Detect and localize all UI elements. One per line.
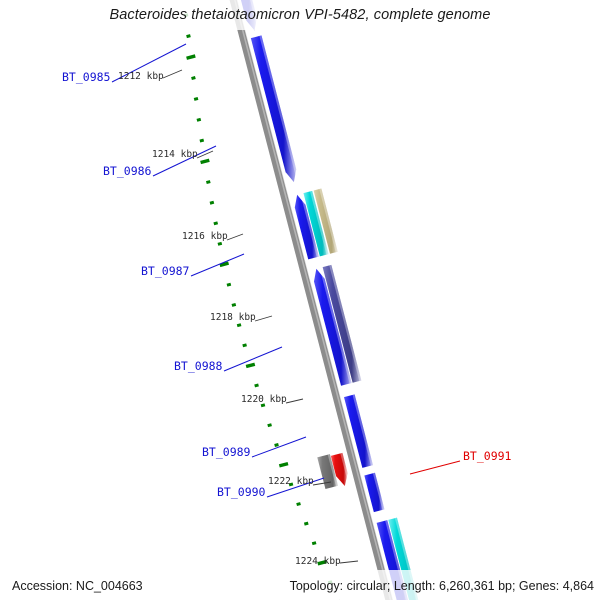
page-title: Bacteroides thetaiotaomicron VPI-5482, c… — [109, 7, 491, 23]
accession-text: Accession: NC_004663 — [12, 579, 143, 593]
gene-feature[interactable] — [364, 472, 385, 513]
gene-feature-bevel — [329, 264, 362, 382]
ruler-tick — [245, 362, 256, 369]
ruler-tick — [193, 96, 199, 101]
ruler-tick — [236, 323, 242, 328]
ruler-position-label: 1212 kbp — [118, 71, 164, 82]
gene-label-bt_0986[interactable]: BT_0986 — [103, 164, 152, 178]
ruler-position-label: 1216 kbp — [182, 231, 228, 242]
genome-summary-text: Topology: circular; Length: 6,260,361 bp… — [289, 579, 594, 593]
ruler-tick — [213, 221, 219, 226]
gene-feature-bevel — [300, 193, 319, 258]
ruler-tick — [260, 403, 266, 408]
gene-feature-bevel — [310, 190, 329, 255]
gene-feature[interactable] — [313, 188, 338, 254]
ruler-position-label: 1224 kbp — [295, 556, 341, 567]
ruler-tick — [278, 461, 289, 468]
ruler-tick — [274, 443, 279, 447]
gene-label-leader — [251, 436, 307, 458]
gene-feature[interactable] — [343, 394, 374, 468]
ruler-label-leader — [196, 150, 214, 159]
gene-feature-bevel — [327, 454, 339, 487]
gene-feature[interactable] — [303, 190, 329, 257]
ruler-label-leader — [339, 560, 359, 564]
gene-label-leader — [152, 145, 217, 177]
ruler-tick — [317, 559, 327, 566]
ruler-position-label: 1218 kbp — [210, 312, 256, 323]
label-leader-lines — [111, 43, 461, 564]
ruler-tick — [311, 541, 317, 546]
ruler-tick — [296, 502, 301, 506]
title-bar: Bacteroides thetaiotaomicron VPI-5482, c… — [0, 0, 600, 30]
ruler-tick — [199, 138, 205, 143]
gene-feature[interactable] — [330, 452, 348, 486]
gene-label-leader — [266, 477, 325, 498]
ruler-tick — [191, 76, 196, 80]
ruler-tick — [200, 158, 210, 165]
gene-label-bt_0990[interactable]: BT_0990 — [217, 485, 266, 499]
ruler-tick — [186, 54, 196, 60]
ruler-tick — [186, 34, 191, 39]
status-bar: Accession: NC_004663 Topology: circular;… — [0, 570, 600, 600]
ruler-tick — [267, 423, 272, 428]
gene-label-bt_0987[interactable]: BT_0987 — [141, 264, 190, 278]
gene-feature-bevel — [372, 472, 385, 510]
gene-feature-bevel — [259, 35, 300, 182]
ruler-label-leader — [226, 233, 244, 241]
ruler-position-label: 1214 kbp — [152, 149, 198, 160]
ruler-tick — [288, 482, 294, 487]
gene-feature[interactable] — [322, 264, 362, 383]
gene-feature-bevel — [352, 394, 374, 466]
ruler-position-label: 1222 kbp — [268, 476, 314, 487]
gene-feature[interactable] — [250, 35, 297, 183]
gene-label-leader — [190, 253, 245, 277]
ruler-tick — [254, 383, 259, 388]
ruler-tick — [217, 241, 223, 246]
gene-feature-bevel — [340, 452, 351, 485]
ruler-label-leader — [285, 398, 304, 404]
gene-label-leader — [409, 460, 461, 475]
ruler-position-label: 1220 kbp — [241, 394, 287, 405]
gene-label-bt_0988[interactable]: BT_0988 — [174, 359, 223, 373]
ruler-label-leader — [162, 69, 183, 79]
ruler-tick — [209, 200, 215, 205]
ruler-tick — [303, 521, 309, 526]
ruler-tick — [231, 303, 237, 307]
gene-feature[interactable] — [294, 194, 319, 260]
ruler-label-leader — [254, 315, 273, 322]
gene-label-leader — [111, 43, 187, 83]
ruler-tick — [242, 343, 247, 348]
gene-label-bt_0985[interactable]: BT_0985 — [62, 70, 111, 84]
gene-feature-bevel — [319, 188, 338, 253]
gene-label-bt_0991[interactable]: BT_0991 — [463, 449, 512, 463]
gene-label-leader — [223, 346, 283, 372]
gene-label-bt_0989[interactable]: BT_0989 — [202, 445, 251, 459]
ruler-label-leader — [312, 481, 332, 486]
genome-backbone — [229, 0, 394, 600]
ruler-tick — [205, 180, 211, 185]
ruler-tick — [196, 117, 202, 122]
gene-feature[interactable] — [313, 268, 352, 386]
ruler-tick — [219, 261, 230, 268]
gene-feature-bevel — [319, 267, 352, 384]
gene-feature[interactable] — [317, 454, 339, 489]
gene-features[interactable] — [227, 0, 423, 600]
ruler-tick — [226, 282, 232, 287]
